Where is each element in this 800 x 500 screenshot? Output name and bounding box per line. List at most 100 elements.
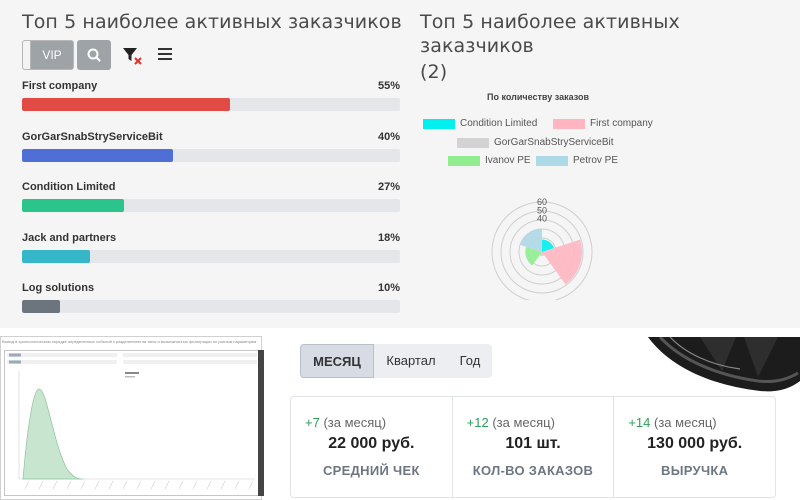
customer-percent: 18%: [377, 232, 400, 244]
legend-swatch: [457, 137, 489, 148]
kpi-delta: +14 (за месяц): [628, 415, 716, 430]
progress-track: [22, 199, 400, 212]
customer-name: Log solutions: [22, 282, 95, 294]
legend-item[interactable]: GorGarSnabStryServiceBit: [457, 137, 614, 148]
kpi-revenue: +14 (за месяц) 130 000 руб. ВЫРУЧКА: [614, 397, 775, 497]
legend-swatch: [448, 155, 480, 166]
filter-row: [7, 353, 117, 357]
mini-legend: [125, 372, 139, 374]
tick-label: 60: [537, 197, 547, 207]
legend-label: Ivanov PE: [485, 155, 531, 166]
menu-icon-line: [158, 53, 172, 55]
kpi-value: 130 000 руб.: [647, 435, 743, 452]
polar-segment[interactable]: [542, 239, 582, 285]
kpi-delta-plus: +7: [305, 415, 320, 430]
customer-percent: 27%: [377, 181, 400, 193]
legend-item[interactable]: Ivanov PE: [448, 155, 531, 166]
tick-label: 40: [537, 214, 547, 224]
menu-icon: [158, 48, 172, 50]
filter-chip: [9, 353, 21, 357]
vip-toggle[interactable]: VIP: [22, 40, 74, 70]
legend-item[interactable]: First company: [553, 118, 653, 129]
customer-percent: 55%: [377, 80, 400, 92]
progress-track: [22, 98, 400, 111]
menu-icon-line: [158, 58, 172, 60]
customer-percent: 40%: [377, 131, 400, 143]
kpi-delta-suffix: (за месяц): [319, 415, 387, 430]
legend-label: Petrov PE: [573, 155, 619, 166]
screenshot-edge: [258, 350, 264, 496]
timeline-chart-frame: [4, 350, 260, 496]
kpi-value: 101 шт.: [505, 435, 561, 452]
period-tab-month[interactable]: МЕСЯЦ: [300, 344, 374, 378]
kpi-delta-plus: +14: [628, 415, 651, 430]
menu-button[interactable]: [158, 48, 172, 62]
progress-fill: [22, 149, 174, 162]
kpi-card: +7 (за месяц) 22 000 руб. СРЕДНИЙ ЧЕК +1…: [290, 396, 776, 498]
kpi-delta-plus: +12: [466, 415, 489, 430]
timeline-caption: Вывод в хронологическом порядке определе…: [2, 339, 257, 344]
kpi-label: КОЛ-ВО ЗАКАЗОВ: [472, 463, 594, 478]
tick-label: 50: [537, 205, 547, 215]
mini-legend: [125, 376, 135, 378]
legend-swatch: [423, 118, 455, 129]
legend-label: Condition Limited: [460, 118, 538, 129]
filter-row: [123, 360, 257, 364]
legend-item[interactable]: Condition Limited: [423, 118, 537, 129]
legend-item[interactable]: Petrov PE: [536, 155, 618, 166]
filter-row: [123, 353, 257, 357]
legend-swatch: [553, 118, 585, 129]
filter-chip: [9, 360, 21, 364]
polar-segment[interactable]: [525, 246, 542, 266]
kpi-value: 22 000 руб.: [328, 435, 415, 452]
kpi-label: СРЕДНИЙ ЧЕК: [322, 463, 420, 478]
period-switcher: МЕСЯЦ Квартал Год: [300, 344, 492, 378]
kpi-label: ВЫРУЧКА: [661, 463, 729, 478]
progress-track: [22, 250, 400, 263]
progress-track: [22, 300, 400, 313]
period-tab-quarter[interactable]: Квартал: [386, 353, 436, 368]
panel-title: Топ 5 наиболее активных заказчиков: [22, 11, 402, 33]
progress-fill: [22, 199, 125, 212]
customer-name: GorGarSnabStryServiceBit: [22, 131, 163, 143]
filter-clear-icon: [123, 48, 142, 65]
clear-filter-button[interactable]: [122, 46, 144, 66]
toggle-knob[interactable]: [23, 41, 31, 69]
grid-ring: [500, 210, 584, 294]
period-tab-year[interactable]: Год: [459, 353, 481, 368]
search-icon: [87, 48, 101, 62]
kpi-average-check: +7 (за месяц) 22 000 руб. СРЕДНИЙ ЧЕК: [291, 397, 453, 497]
wheel-image: [648, 337, 800, 392]
x-ticks: [24, 480, 254, 490]
progress-fill: [22, 300, 60, 313]
panel-title-line2: (2): [420, 61, 448, 83]
panel-title-line1: Топ 5 наиболее активных заказчиков: [420, 11, 680, 57]
kpi-delta: +7 (за месяц): [305, 415, 386, 430]
customer-name: Condition Limited: [22, 181, 116, 193]
polar-segment[interactable]: [539, 252, 545, 257]
customer-percent: 10%: [377, 282, 400, 294]
timeline-chart: [7, 353, 257, 490]
customer-name: First company: [22, 80, 98, 92]
kpi-delta: +12 (за месяц): [467, 415, 555, 430]
polar-segment[interactable]: [519, 228, 542, 252]
polar-segment[interactable]: [542, 239, 554, 253]
progress-track: [22, 149, 400, 162]
legend-swatch: [536, 155, 568, 166]
customer-name: Jack and partners: [22, 232, 117, 244]
panel-title-2: Топ 5 наиболее активных заказчиков (2): [420, 10, 795, 84]
filter-row: [7, 360, 117, 364]
kpi-delta-suffix: (за месяц): [488, 415, 555, 430]
legend-label: GorGarSnabStryServiceBit: [494, 137, 614, 148]
kpi-delta-suffix: (за месяц): [650, 415, 717, 430]
progress-fill: [22, 250, 91, 263]
vip-label: VIP: [42, 48, 62, 62]
chart-title: По количеству заказов: [487, 92, 589, 102]
kpi-orders-count: +12 (за месяц) 101 шт. КОЛ-ВО ЗАКАЗОВ: [453, 397, 615, 497]
legend-label: First company: [590, 118, 653, 129]
progress-fill: [22, 98, 230, 111]
search-button[interactable]: [77, 40, 111, 70]
timeline-area: [22, 388, 84, 480]
grid-ring: [491, 201, 593, 300]
